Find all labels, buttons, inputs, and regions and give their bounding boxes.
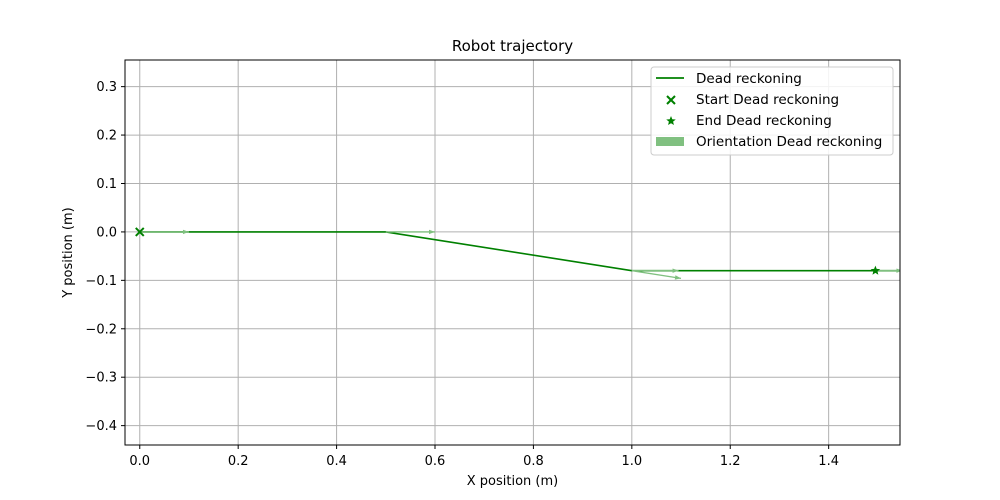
x-tick-label: 0.6 (425, 454, 446, 469)
y-tick-label: 0.0 (96, 225, 117, 240)
start-marker (135, 227, 145, 237)
orientation-arrow-head (182, 229, 189, 235)
end-marker (870, 265, 881, 275)
x-tick-label: 0.2 (228, 454, 249, 469)
x-tick-label: 1.0 (621, 454, 642, 469)
legend-label: End Dead reckoning (696, 113, 832, 129)
orientation-arrow (631, 268, 679, 273)
legend-start-swatch (666, 95, 676, 105)
plot-area (135, 227, 900, 280)
legend-box (650, 66, 894, 156)
y-tick-label: −0.2 (85, 322, 117, 337)
y-axis-title: Y position (m) (61, 207, 76, 299)
legend-start-swatch-stroke (666, 95, 676, 105)
orientation-arrow-shaft (631, 270, 682, 280)
legend-label: Start Dead reckoning (696, 92, 839, 108)
y-tick-label: −0.4 (85, 419, 117, 434)
orientation-arrow-head (674, 275, 682, 280)
legend-end-swatch (666, 116, 676, 126)
orientation-arrow (877, 268, 900, 273)
orientation-arrow (385, 229, 435, 235)
legend-orientation-swatch (656, 137, 684, 146)
x-tick-label: 0.8 (523, 454, 544, 469)
legend-label: Dead reckoning (696, 71, 802, 87)
orientation-arrow-head (672, 268, 679, 273)
legend: Dead reckoning Start Dead reckoning End De… (650, 66, 894, 156)
orientation-arrow (139, 229, 189, 235)
orientation-arrow (631, 270, 682, 280)
trajectory-line (139, 231, 900, 272)
plot-frame (124, 59, 901, 446)
y-tick-label: 0.1 (96, 177, 117, 192)
y-tick-label: −0.1 (85, 274, 117, 289)
y-tick-label: 0.3 (96, 80, 117, 95)
y-tick-label: −0.3 (85, 371, 117, 386)
start-marker-stroke (135, 227, 145, 237)
y-tick-label: 0.2 (96, 129, 117, 144)
x-tick-label: 0.4 (326, 454, 347, 469)
orientation-arrow-head (429, 229, 435, 235)
chart-title: Robot trajectory (452, 37, 573, 55)
x-tick-label: 0.0 (129, 454, 150, 469)
x-tick-label: 1.2 (720, 454, 741, 469)
axes-ticks: 0.0 0.2 0.4 0.6 0.8 1.0 1.2 1.4 0.3 0.2 0.1 0.0 −0.1… (85, 80, 839, 469)
x-axis-title: X position (m) (467, 474, 558, 489)
x-tick-label: 1.4 (818, 454, 839, 469)
legend-label: Orientation Dead reckoning (696, 134, 882, 150)
orientation-arrow-head (896, 268, 900, 273)
